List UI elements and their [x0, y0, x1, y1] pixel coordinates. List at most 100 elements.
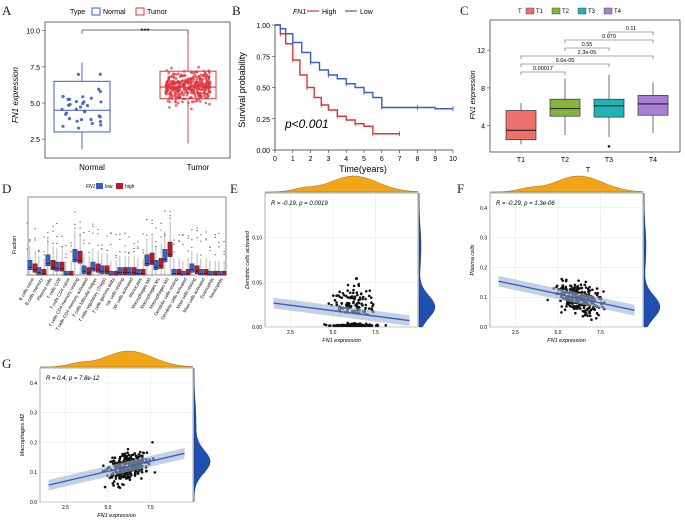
legend-title-a: Type [70, 9, 85, 16]
data-point [145, 469, 148, 473]
data-point [371, 304, 374, 308]
box-d [68, 270, 74, 276]
marginal-density-y [418, 192, 436, 328]
data-point [574, 286, 578, 290]
data-point [351, 291, 355, 295]
ytick-label-b: 0.00 [256, 148, 270, 155]
outlier [191, 229, 193, 231]
outlier [97, 244, 99, 246]
chart-e: 0.00 0.05 0.10 2.5 5.0 7.5 R = -0.19, p = 0.00… [245, 175, 436, 344]
outlier [119, 250, 121, 253]
data-point [175, 92, 179, 96]
data-point [126, 475, 130, 478]
outlier [133, 247, 135, 250]
data-point [583, 310, 586, 314]
outlier [124, 251, 126, 253]
data-point [569, 284, 572, 287]
data-point [126, 451, 129, 454]
data-point [129, 455, 132, 459]
ytick-label: 0.05 [252, 280, 262, 286]
ytick-label-c: 12 [477, 48, 485, 55]
outlier [160, 236, 162, 238]
data-point [129, 472, 133, 476]
data-point [123, 456, 127, 460]
data-point [174, 77, 178, 80]
data-point [181, 100, 184, 104]
data-point [579, 283, 583, 287]
outlier [137, 246, 139, 248]
box-d [158, 258, 164, 269]
data-point [335, 303, 339, 307]
xtick-label-b: 2 [309, 156, 313, 163]
data-point [561, 279, 565, 282]
data-point [142, 451, 145, 455]
data-point [208, 102, 211, 106]
panel-label-f: F [457, 181, 465, 196]
data-point [67, 116, 72, 121]
regression-line [48, 452, 185, 486]
comparison-bracket [564, 47, 610, 51]
data-point [133, 471, 137, 475]
xtick-label-c: T3 [605, 157, 613, 164]
data-point [136, 472, 140, 475]
xtick-label: 2.5 [287, 330, 294, 336]
outlier [178, 234, 180, 236]
data-point [368, 289, 372, 292]
data-point [201, 77, 204, 81]
data-point [61, 94, 65, 99]
outlier [182, 233, 184, 236]
outlier [74, 211, 76, 213]
ytick-label: 0.10 [252, 236, 262, 242]
outlier [110, 232, 112, 234]
outlier [137, 241, 139, 243]
outlier [79, 227, 81, 229]
outlier [173, 251, 175, 253]
data-point [199, 73, 203, 77]
box-d [221, 270, 227, 276]
data-point [169, 80, 172, 83]
data-point [114, 474, 118, 478]
outlier [38, 249, 40, 252]
data-point [110, 476, 114, 479]
data-point [595, 316, 598, 320]
data-point [588, 285, 591, 289]
data-point [338, 324, 341, 327]
outlier [164, 233, 166, 235]
data-point [364, 289, 368, 293]
data-point [567, 302, 571, 306]
data-point [595, 311, 599, 315]
data-point [361, 297, 364, 301]
ylabel: Plasma cells [470, 244, 476, 275]
data-point [360, 302, 363, 306]
data-point [167, 75, 171, 79]
box-t4 [637, 95, 669, 116]
outlier [191, 246, 193, 249]
data-point [565, 305, 568, 308]
legend-title-c: T [518, 9, 522, 15]
data-point [113, 456, 117, 460]
data-point [137, 455, 141, 459]
data-point [117, 485, 121, 488]
box-d [63, 270, 69, 276]
data-point [167, 78, 170, 82]
box-t3 [593, 98, 625, 118]
data-point [340, 296, 344, 300]
outlier [205, 238, 207, 240]
box-t1 [505, 110, 537, 141]
outlier [214, 254, 216, 256]
outlier [155, 241, 157, 243]
outlier [106, 235, 108, 237]
data-point [361, 295, 365, 299]
outlier [83, 239, 85, 241]
data-point [178, 96, 181, 99]
data-point [85, 104, 90, 108]
data-point [126, 457, 130, 461]
data-point [358, 324, 362, 327]
data-point [139, 450, 142, 454]
data-point [191, 75, 195, 79]
data-point [344, 324, 347, 327]
outlier [52, 225, 54, 227]
ytick-label-b: 1.00 [256, 23, 270, 30]
data-point [204, 72, 207, 75]
xtick-label: 5.0 [555, 330, 562, 336]
